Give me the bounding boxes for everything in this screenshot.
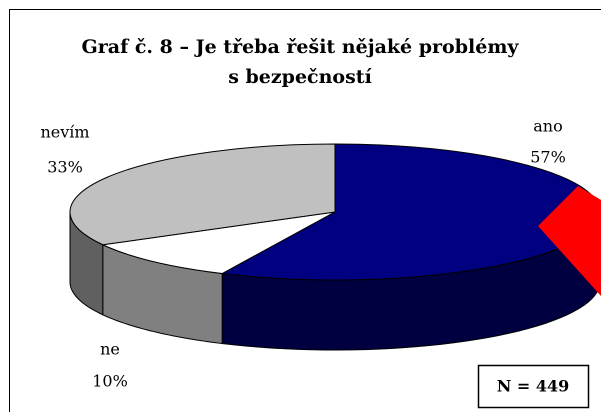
highlight-wedge — [538, 186, 601, 296]
chart-title: Graf č. 8 – Je třeba řešit nějaké problé… — [82, 36, 520, 58]
chart-subtitle: s bezpečností — [228, 66, 372, 88]
annotation: N = 449 — [497, 377, 570, 396]
slice — [101, 211, 336, 275]
value-label: 57% — [530, 148, 566, 167]
annotation-box — [477, 364, 590, 409]
slice-label: ano — [533, 117, 562, 136]
value-label: 10% — [92, 372, 128, 391]
slice-label: nevím — [40, 123, 89, 142]
value-label: 33% — [47, 158, 83, 177]
slice — [69, 143, 336, 246]
slice-label: ne — [100, 340, 120, 359]
